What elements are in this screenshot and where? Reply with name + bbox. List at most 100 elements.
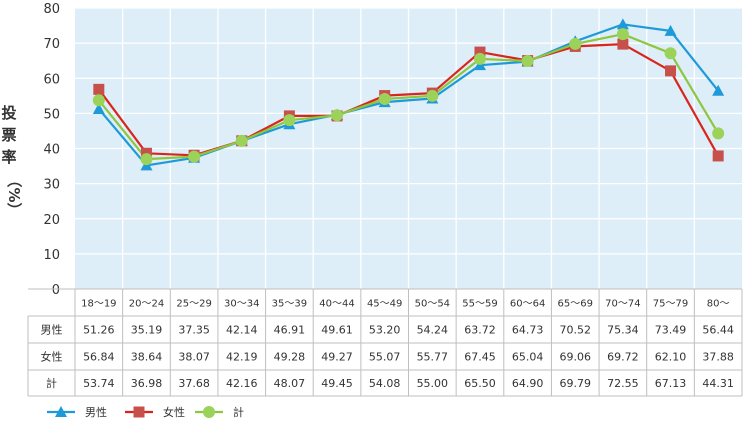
x-category-label: 50～54 bbox=[415, 299, 450, 310]
data-point-total bbox=[283, 114, 296, 127]
table-cell-value: 65.50 bbox=[464, 377, 496, 390]
data-point-female bbox=[712, 150, 724, 162]
table-cell-value: 67.45 bbox=[464, 351, 496, 364]
table-cell-value: 63.72 bbox=[464, 324, 496, 337]
data-point-total bbox=[140, 153, 153, 166]
legend-label: 女性 bbox=[163, 405, 185, 419]
table-cell-value: 46.91 bbox=[274, 324, 306, 337]
table-cell-value: 49.45 bbox=[321, 377, 353, 390]
y-tick-label: 10 bbox=[43, 248, 60, 263]
x-category-label: 65～69 bbox=[558, 299, 593, 310]
data-point-total bbox=[235, 134, 248, 147]
table-cell-value: 64.73 bbox=[512, 324, 544, 337]
y-axis-label-char: 率 bbox=[1, 148, 16, 166]
x-category-label: 70～74 bbox=[605, 299, 640, 310]
y-axis-label-unit: （%） bbox=[5, 172, 23, 217]
data-point-total bbox=[331, 109, 344, 122]
y-axis-label-char: 票 bbox=[1, 126, 16, 144]
x-category-label: 30～34 bbox=[224, 299, 259, 310]
table-cell-value: 69.79 bbox=[560, 377, 592, 390]
table-cell-value: 42.14 bbox=[226, 324, 258, 337]
y-tick-label: 0 bbox=[52, 283, 60, 298]
table-cell-value: 48.07 bbox=[274, 377, 306, 390]
legend-marker bbox=[55, 406, 67, 417]
data-point-total bbox=[521, 55, 534, 68]
x-category-label: 35～39 bbox=[272, 299, 307, 310]
x-category-label: 60～64 bbox=[510, 299, 545, 310]
data-point-total bbox=[426, 89, 439, 102]
table-cell-value: 42.19 bbox=[226, 351, 258, 364]
data-point-female bbox=[665, 65, 677, 77]
data-point-total bbox=[664, 47, 677, 60]
x-category-label: 18～19 bbox=[81, 299, 116, 310]
series-line-total bbox=[97, 33, 720, 161]
y-tick-label: 30 bbox=[43, 178, 60, 193]
table-cell-value: 55.77 bbox=[417, 351, 449, 364]
y-axis-label-char: 投 bbox=[1, 104, 16, 122]
table-cell-value: 49.27 bbox=[321, 351, 353, 364]
table-cell-value: 38.64 bbox=[131, 351, 163, 364]
data-point-male bbox=[92, 102, 105, 114]
data-point-total bbox=[188, 150, 201, 163]
data-point-total bbox=[92, 94, 105, 107]
table-cell-value: 35.19 bbox=[131, 324, 163, 337]
table-cell-value: 75.34 bbox=[607, 324, 639, 337]
y-tick-label: 20 bbox=[43, 213, 60, 228]
data-point-total bbox=[378, 93, 391, 106]
table-cell-value: 72.55 bbox=[607, 377, 639, 390]
legend-label: 計 bbox=[233, 405, 244, 419]
data-point-male bbox=[664, 24, 677, 36]
y-tick-label: 40 bbox=[43, 143, 60, 158]
data-point-female bbox=[617, 38, 629, 50]
table-cell-value: 62.10 bbox=[655, 351, 687, 364]
table-cell-value: 37.68 bbox=[178, 377, 210, 390]
table-cell-value: 54.08 bbox=[369, 377, 401, 390]
table-cell-value: 51.26 bbox=[83, 324, 115, 337]
table-cell-value: 49.28 bbox=[274, 351, 306, 364]
table-cell-value: 67.13 bbox=[655, 377, 687, 390]
data-point-total bbox=[569, 37, 582, 50]
y-tick-label: 50 bbox=[43, 107, 60, 122]
table-cell-value: 64.90 bbox=[512, 377, 544, 390]
data-point-total bbox=[473, 52, 486, 65]
data-point-female bbox=[474, 46, 486, 58]
table-cell-value: 54.24 bbox=[417, 324, 449, 337]
table-cell-value: 56.84 bbox=[83, 351, 115, 364]
x-category-label: 45～49 bbox=[367, 299, 402, 310]
data-point-female bbox=[93, 83, 105, 95]
table-cell-value: 37.35 bbox=[178, 324, 210, 337]
table-cell-value: 69.06 bbox=[560, 351, 592, 364]
table-cell-value: 56.44 bbox=[702, 324, 734, 337]
table-cell-value: 65.04 bbox=[512, 351, 544, 364]
x-category-label: 75～79 bbox=[653, 299, 688, 310]
table-cell-value: 73.49 bbox=[655, 324, 687, 337]
data-point-male bbox=[712, 84, 725, 96]
data-point-total bbox=[616, 28, 629, 41]
data-point-total bbox=[712, 127, 725, 140]
data-point-male bbox=[616, 18, 629, 30]
x-category-label: 40～44 bbox=[319, 299, 354, 310]
table-cell-value: 70.52 bbox=[560, 324, 592, 337]
y-tick-label: 70 bbox=[43, 37, 60, 52]
x-category-label: 80～ bbox=[707, 299, 730, 310]
x-category-label: 55～59 bbox=[462, 299, 497, 310]
table-cell-value: 36.98 bbox=[131, 377, 163, 390]
table-cell-value: 53.74 bbox=[83, 377, 115, 390]
table-row-header: 計 bbox=[46, 376, 57, 390]
table-cell-value: 69.72 bbox=[607, 351, 639, 364]
table-cell-value: 38.07 bbox=[178, 351, 210, 364]
table-cell-value: 42.16 bbox=[226, 377, 258, 390]
table-cell-value: 37.88 bbox=[702, 351, 734, 364]
table-cell-value: 44.31 bbox=[702, 377, 734, 390]
legend-marker bbox=[203, 406, 215, 418]
table-row-header: 女性 bbox=[41, 350, 63, 364]
y-tick-label: 60 bbox=[43, 72, 60, 87]
table-cell-value: 55.07 bbox=[369, 351, 401, 364]
legend-marker bbox=[133, 406, 145, 418]
table-cell-value: 53.20 bbox=[369, 324, 401, 337]
x-category-label: 25～29 bbox=[176, 299, 211, 310]
x-category-label: 20～24 bbox=[129, 299, 164, 310]
table-row-header: 男性 bbox=[41, 323, 63, 337]
table-cell-value: 55.00 bbox=[417, 377, 449, 390]
